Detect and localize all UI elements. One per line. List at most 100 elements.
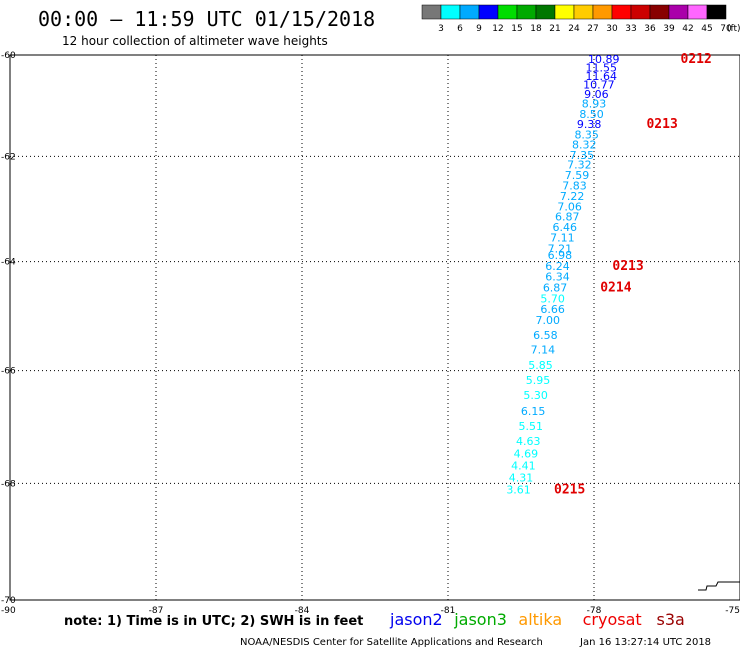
wave-height-label: 7.06 bbox=[557, 200, 582, 213]
wave-height-values: 10.8911.5511.6410.779.068.938.509.388.35… bbox=[506, 53, 619, 497]
wave-height-label: 6.46 bbox=[553, 221, 578, 234]
note-text: note: 1) Time is in UTC; 2) SWH is in fe… bbox=[64, 614, 363, 629]
wave-height-label: 7.14 bbox=[531, 344, 556, 357]
legend-unit: (ft) bbox=[727, 24, 740, 34]
chart-subtitle: 12 hour collection of altimeter wave hei… bbox=[62, 34, 328, 48]
legend-level-label: 70 bbox=[720, 24, 732, 34]
legend-swatch bbox=[535, 4, 556, 20]
chart-title: 00:00 – 11:59 UTC 01/15/2018 bbox=[38, 7, 375, 31]
legend-swatch bbox=[706, 4, 727, 20]
satellite-name: cryosat bbox=[583, 610, 642, 629]
pass-label: 0213 bbox=[646, 117, 677, 132]
y-tick-labels: -60 -62 -64 -66 -68 -70 bbox=[1, 51, 16, 606]
legend-level-label: 21 bbox=[549, 24, 560, 34]
wave-height-label: 6.87 bbox=[543, 281, 568, 294]
wave-height-label: 6.34 bbox=[545, 271, 570, 284]
wave-height-label: 4.69 bbox=[514, 448, 539, 461]
wave-height-label: 11.55 bbox=[586, 61, 618, 74]
legend-level-label: 3 bbox=[438, 24, 444, 34]
satellite-name: altika bbox=[518, 610, 562, 629]
wave-height-label: 7.00 bbox=[536, 314, 561, 327]
legend-swatch bbox=[668, 4, 689, 20]
wave-height-label: 6.58 bbox=[533, 329, 558, 342]
legend-swatch bbox=[687, 4, 708, 20]
wave-height-label: 7.21 bbox=[548, 242, 573, 255]
wave-height-label: 7.35 bbox=[570, 149, 595, 162]
legend-level-label: 24 bbox=[568, 24, 580, 34]
x-tick-label: -75 bbox=[725, 606, 740, 616]
wave-height-label: 5.51 bbox=[518, 420, 543, 433]
wave-height-label: 5.95 bbox=[526, 374, 551, 387]
y-tick-label: -66 bbox=[1, 367, 16, 377]
legend-swatch bbox=[630, 4, 651, 20]
wave-height-label: 9.06 bbox=[584, 88, 609, 101]
legend-level-label: 18 bbox=[530, 24, 542, 34]
legend-swatch bbox=[592, 4, 613, 20]
legend-level-label: 39 bbox=[663, 24, 675, 34]
wave-height-label: 6.98 bbox=[548, 249, 573, 262]
legend-level-label: 33 bbox=[625, 24, 636, 34]
legend-swatch bbox=[611, 4, 632, 20]
legend-level-label: 42 bbox=[682, 24, 693, 34]
credit-right: Jan 16 13:27:14 UTC 2018 bbox=[579, 637, 711, 648]
x-tick-label: -78 bbox=[587, 606, 602, 616]
wave-height-label: 7.22 bbox=[560, 190, 585, 203]
y-tick-label: -60 bbox=[1, 51, 16, 61]
legend-swatch bbox=[573, 4, 594, 20]
wave-height-label: 7.32 bbox=[567, 159, 592, 172]
legend-swatch bbox=[440, 4, 461, 20]
y-tick-label: -70 bbox=[1, 596, 16, 606]
wave-height-label: 6.87 bbox=[555, 210, 580, 223]
wave-height-label: 6.15 bbox=[521, 405, 546, 418]
legend-level-label: 36 bbox=[644, 24, 656, 34]
wave-height-label: 5.30 bbox=[523, 389, 548, 402]
wave-height-label: 8.32 bbox=[572, 139, 597, 152]
legend-level-label: 12 bbox=[492, 24, 503, 34]
wave-height-label: 8.35 bbox=[574, 128, 599, 141]
coastline bbox=[698, 581, 740, 591]
wave-height-label: 7.83 bbox=[562, 179, 587, 192]
wave-height-label: 4.41 bbox=[511, 460, 536, 473]
legend-swatch bbox=[478, 4, 499, 20]
y-tick-label: -68 bbox=[1, 479, 16, 489]
wave-height-label: 11.64 bbox=[586, 70, 618, 83]
wave-height-label: 4.31 bbox=[509, 472, 534, 485]
color-legend: 3 6 9 12 15 18 21 24 27 30 33 36 39 42 45 70(ft) bbox=[421, 4, 740, 34]
pass-labels: 0212 0213 0213 0214 0215 bbox=[554, 52, 712, 498]
legend-level-label: 27 bbox=[587, 24, 598, 34]
x-tick-labels: -90 -87 -84 -81 -78 -75 bbox=[1, 606, 740, 616]
pass-label: 0214 bbox=[600, 280, 631, 295]
y-tick-label: -62 bbox=[1, 152, 16, 162]
x-tick-label: -87 bbox=[149, 606, 164, 616]
wave-height-label: 6.66 bbox=[540, 303, 565, 316]
wave-height-label: 8.93 bbox=[582, 98, 607, 111]
satellite-name: jason2 bbox=[389, 610, 443, 629]
legend-swatch bbox=[649, 4, 670, 20]
satellite-name: jason3 bbox=[453, 610, 507, 629]
x-tick-label: -84 bbox=[295, 606, 310, 616]
x-tick-label: -81 bbox=[441, 606, 456, 616]
wave-height-label: 10.89 bbox=[588, 53, 620, 66]
plot-frame bbox=[9, 54, 740, 601]
credit-left: NOAA/NESDIS Center for Satellite Applica… bbox=[240, 637, 543, 648]
legend-level-label: 9 bbox=[476, 24, 482, 34]
legend-level-label: 30 bbox=[606, 24, 618, 34]
pass-label: 0213 bbox=[612, 259, 643, 274]
legend-swatch bbox=[554, 4, 575, 20]
legend-swatch bbox=[459, 4, 480, 20]
legend-swatch bbox=[497, 4, 518, 20]
legend-swatch bbox=[516, 4, 537, 20]
wave-height-label: 5.85 bbox=[528, 359, 553, 372]
wave-height-label: 7.11 bbox=[550, 232, 575, 245]
wave-height-label: 6.24 bbox=[545, 260, 570, 273]
legend-level-label: 15 bbox=[511, 24, 522, 34]
grid-lines bbox=[10, 55, 740, 600]
wave-height-label: 7.59 bbox=[565, 169, 590, 182]
pass-label: 0215 bbox=[554, 483, 585, 498]
legend-level-label: 6 bbox=[457, 24, 463, 34]
pass-label: 0212 bbox=[681, 52, 712, 67]
wave-height-label: 4.63 bbox=[516, 435, 541, 448]
satellite-legend: jason2 jason3 altika cryosat s3a bbox=[389, 610, 685, 629]
wave-height-label: 5.70 bbox=[540, 292, 565, 305]
